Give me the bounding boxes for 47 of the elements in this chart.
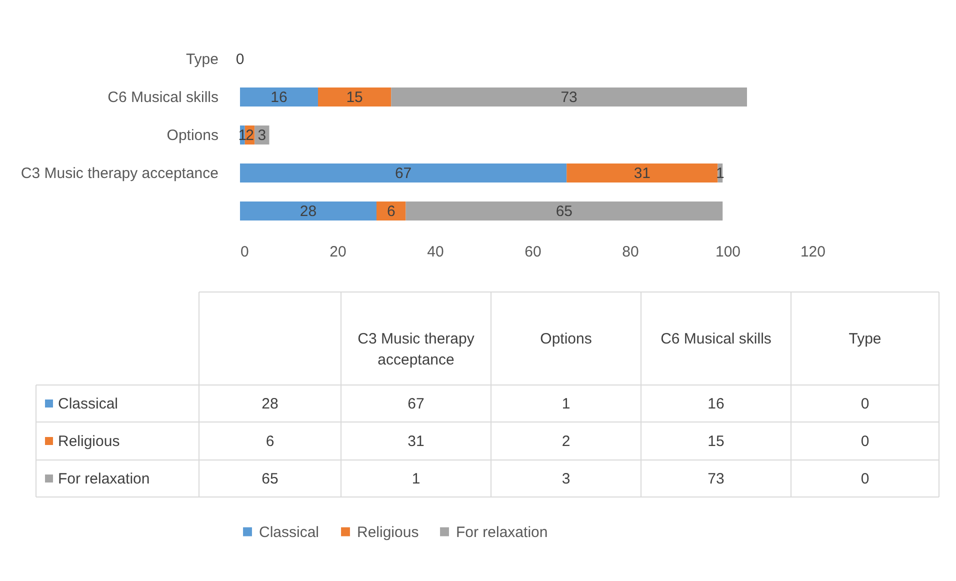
- x-tick-label: 120: [800, 244, 826, 260]
- x-tick-label: 20: [330, 244, 346, 260]
- data-label: 65: [556, 203, 573, 220]
- data-label: 15: [346, 89, 363, 106]
- data-label: 16: [270, 89, 288, 106]
- text: 6: [266, 433, 274, 450]
- x-tick-label: 100: [715, 244, 741, 260]
- y-tick-label: C3 Music therapy acceptance: [20, 165, 218, 182]
- text: 1: [562, 396, 570, 412]
- x-tick-label: 60: [524, 244, 542, 260]
- text: 3: [562, 470, 570, 488]
- text: 28: [262, 396, 278, 412]
- x-tick-label: 40: [427, 244, 444, 260]
- legend-label: For relaxation: [58, 470, 150, 488]
- text: 16: [708, 396, 724, 412]
- data-label: 31: [634, 165, 651, 182]
- category-label: C3 Music therapy acceptance: [358, 330, 474, 368]
- text: For relaxation: [456, 524, 548, 541]
- text: 65: [262, 470, 278, 488]
- category-label: C6 Musical skills: [660, 330, 772, 348]
- y-tick-label: C6 Musical skills: [108, 89, 218, 106]
- text: 1: [412, 470, 420, 488]
- category-label: Type: [848, 330, 882, 348]
- text: 31: [408, 433, 424, 450]
- data-label: 3: [258, 127, 266, 144]
- data-label: 73: [560, 89, 578, 106]
- text: 15: [708, 433, 724, 450]
- data-label: 6: [386, 203, 396, 220]
- x-tick-label: 80: [622, 244, 639, 260]
- text: 73: [708, 470, 724, 488]
- text: 0: [860, 433, 870, 450]
- text: Religious: [357, 524, 419, 541]
- text: 0: [860, 470, 870, 488]
- data-label: 67: [394, 165, 412, 182]
- data-label: 2: [246, 127, 254, 144]
- y-tick-label: Type: [186, 51, 218, 68]
- text: 2: [562, 433, 570, 450]
- legend-label: Religious: [58, 433, 120, 450]
- text: Classical: [259, 524, 320, 541]
- text: 0: [860, 396, 870, 412]
- x-tick-label: 0: [240, 244, 249, 260]
- text: 67: [408, 396, 424, 412]
- category-label: Options: [540, 330, 592, 348]
- y-tick-label: Options: [166, 127, 218, 144]
- data-label: 0: [236, 51, 244, 68]
- legend-label: Classical: [58, 396, 118, 412]
- data-label: 28: [300, 203, 317, 220]
